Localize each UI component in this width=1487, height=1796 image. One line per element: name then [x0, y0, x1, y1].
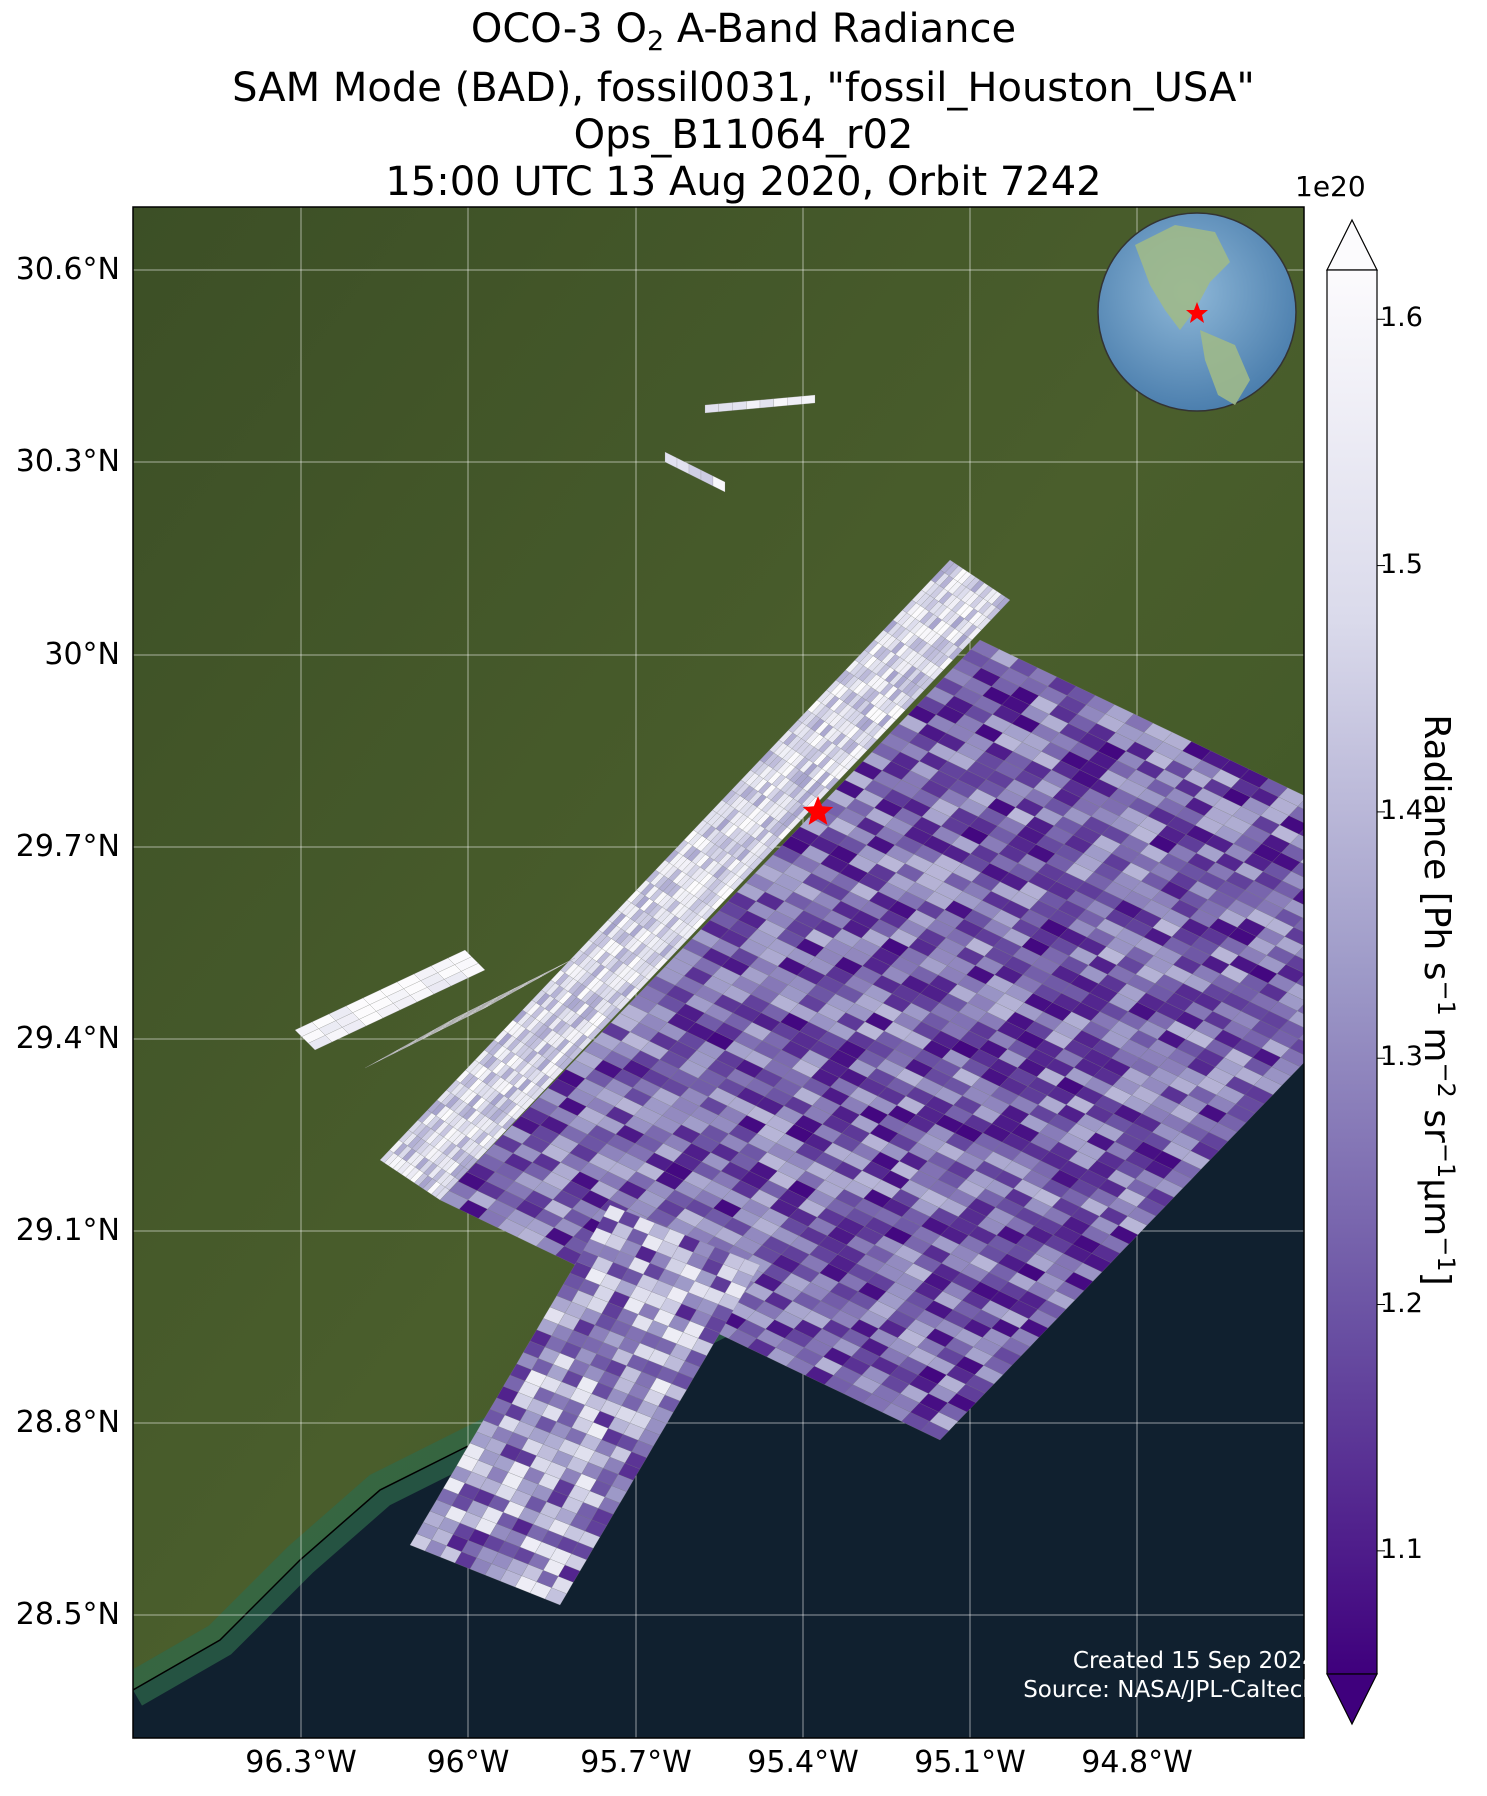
- title-line-2: SAM Mode (BAD), fossil0031, "fossil_Hous…: [232, 65, 1255, 111]
- lat-label: 30°N: [44, 637, 120, 672]
- swath-footprint: [1288, 1010, 1304, 1028]
- lat-label: 28.5°N: [15, 1597, 120, 1632]
- title-line-1: OCO-3 O2 A-Band Radiance: [470, 6, 1017, 57]
- swath-footprint: [1289, 1038, 1304, 1056]
- swath-footprint: [712, 475, 726, 493]
- swath-footprint: [1293, 917, 1304, 933]
- globe-icon: [1097, 212, 1297, 412]
- colorbar-label: Radiance [Ph s−1 m−2 sr−1μm−1]: [1416, 714, 1460, 1286]
- chart-title: OCO-3 O2 A-Band Radiance SAM Mode (BAD),…: [0, 6, 1487, 206]
- swath-footprint: [1292, 889, 1304, 905]
- swath-footprint: [1299, 829, 1304, 837]
- swath-footprint: [996, 596, 1011, 611]
- swath-footprint: [1280, 1047, 1304, 1067]
- swath-footprint: [704, 403, 719, 414]
- swath-footprint: [1275, 936, 1304, 956]
- radiance-swath: [294, 394, 1417, 1606]
- swath-footprint: [1285, 954, 1304, 974]
- colorbar-tick: 1.1: [1380, 1533, 1423, 1565]
- swath-footprint: [1385, 852, 1413, 871]
- swath-footprint: [1389, 936, 1417, 955]
- credits-created: Created 15 Sep 2024: [1072, 1648, 1317, 1674]
- swath-footprint: [1376, 862, 1404, 881]
- swath-footprint: [759, 398, 774, 409]
- swath-footprint: [1380, 945, 1408, 964]
- swath-footprint: [1279, 1020, 1304, 1039]
- swath-footprint: [1296, 974, 1304, 987]
- colorbar-exponent: 1e20: [1295, 170, 1366, 203]
- swath-footprint: [746, 399, 761, 410]
- lon-label: 95.1°W: [914, 1745, 1026, 1780]
- swath-footprint: [1386, 880, 1414, 899]
- colorbar: [1326, 218, 1385, 1726]
- colorbar-tick: 1.3: [1380, 1041, 1423, 1073]
- lat-label: 29.1°N: [15, 1213, 120, 1248]
- swath-footprint: [1377, 890, 1405, 909]
- title-line-3: Ops_B11064_r02: [573, 112, 914, 158]
- swath-footprint: [1291, 861, 1304, 878]
- lon-label: 96.3°W: [245, 1745, 357, 1780]
- colorbar-tick: 1.2: [1380, 1287, 1423, 1319]
- swath-footprint: [1301, 887, 1304, 892]
- swath-footprint: [718, 402, 733, 412]
- lat-label: 30.6°N: [15, 252, 120, 287]
- swath-footprint: [1278, 992, 1304, 1012]
- swath-footprint: [1276, 964, 1304, 984]
- map-frame: [132, 206, 1305, 1739]
- lon-label: 95.7°W: [580, 1745, 692, 1780]
- swath-footprint: [1300, 858, 1304, 864]
- swath-footprint: [732, 401, 747, 411]
- swath-footprint: [1287, 982, 1304, 1001]
- swath-footprint: [787, 396, 802, 406]
- lon-label: 94.8°W: [1081, 1745, 1193, 1780]
- colorbar-tick: 1.6: [1380, 302, 1423, 334]
- colorbar-tick: 1.4: [1380, 794, 1423, 826]
- swath-footprint: [1288, 806, 1304, 823]
- swath-footprint: [801, 394, 816, 405]
- lat-label: 29.7°N: [15, 829, 120, 864]
- swath-footprint: [1388, 908, 1416, 927]
- swath-footprint: [773, 397, 788, 407]
- lon-label: 95.4°W: [747, 1745, 859, 1780]
- lat-label: 30.3°N: [15, 444, 120, 479]
- title-line-4: 15:00 UTC 13 Aug 2020, Orbit 7242: [385, 159, 1102, 205]
- swath-footprint: [1278, 787, 1304, 807]
- lat-label: 29.4°N: [15, 1021, 120, 1056]
- swath-footprint: [1282, 871, 1304, 891]
- swath-footprint: [1375, 834, 1403, 853]
- credits-source: Source: NASA/JPL-Caltech: [1023, 1677, 1317, 1703]
- swath-footprint: [1290, 834, 1304, 851]
- credits: Created 15 Sep 2024 Source: NASA/JPL-Cal…: [1023, 1647, 1317, 1705]
- lat-label: 28.8°N: [15, 1405, 120, 1440]
- colorbar-tick: 1.5: [1380, 548, 1423, 580]
- swath-footprint: [738, 1258, 761, 1277]
- swath-footprint: [1281, 843, 1304, 863]
- swath-footprint: [541, 957, 576, 976]
- swath-footprint: [1283, 899, 1304, 918]
- lon-label: 96°W: [426, 1745, 510, 1780]
- swath-footprint: [461, 963, 486, 979]
- swath-footprint: [1298, 1033, 1304, 1042]
- swath-footprint: [1279, 815, 1304, 835]
- swath-footprint: [1294, 945, 1304, 960]
- target-star-icon: [802, 796, 834, 825]
- swath-footprint: [1284, 927, 1304, 946]
- swath-footprint: [1379, 918, 1407, 937]
